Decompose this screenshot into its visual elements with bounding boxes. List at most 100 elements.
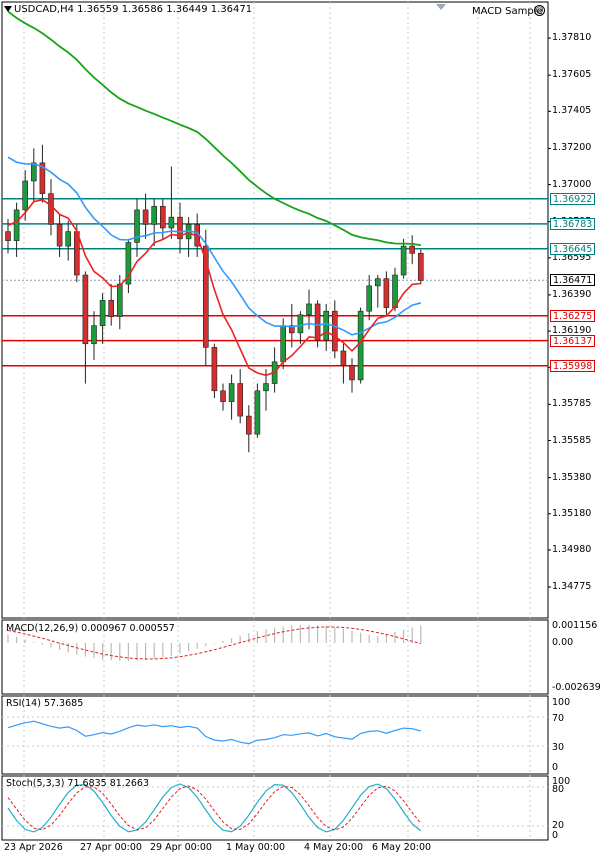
main-chart-frame	[1, 1, 549, 619]
dropdown-triangle-icon[interactable]	[4, 6, 12, 12]
resistance-line-tag: 1.36783	[550, 217, 595, 230]
macd-scale-label: 0.001156	[552, 620, 598, 631]
price-axis-label: 1.37200	[552, 142, 592, 154]
candle-body	[220, 390, 226, 402]
candle-body	[30, 162, 37, 182]
price-axis-label: 1.36190	[552, 325, 592, 337]
stoch-label: Stoch(5,3,3) 71.6835 81.2663	[6, 778, 150, 789]
candle-body	[13, 209, 20, 241]
close-value: 1.36471	[210, 4, 253, 15]
chart-header: USDCAD,H4 1.36559 1.36586 1.36449 1.3647…	[14, 4, 252, 15]
candle-body	[108, 300, 114, 317]
support-line-tag: 1.35998	[550, 359, 595, 372]
candle-body	[65, 231, 71, 247]
candle-body	[48, 193, 54, 225]
rsi-scale-label: 0	[552, 762, 559, 773]
macd-scale-label: 0.00	[552, 637, 574, 648]
stoch-scale-label: 0	[552, 830, 559, 841]
candle-body	[134, 209, 140, 243]
price-axis-label: 1.37810	[552, 32, 592, 44]
rsi-scale-label: 100	[552, 697, 571, 708]
price-axis-label: 1.37405	[552, 105, 592, 117]
candle-body	[160, 205, 166, 229]
candle-body	[177, 216, 183, 240]
price-axis-label: 1.35585	[552, 434, 592, 446]
candle-body	[254, 390, 261, 435]
candle-body	[125, 242, 132, 285]
candle-body	[323, 310, 330, 341]
candle-body	[91, 325, 97, 345]
candle-body	[203, 245, 209, 348]
candle-body	[417, 253, 424, 281]
candle-body	[314, 303, 321, 341]
candle-body	[357, 310, 364, 381]
macd-scale-label: -0.002639	[552, 682, 600, 693]
candle-body	[409, 245, 416, 254]
candle-body	[39, 162, 46, 194]
candle-body	[400, 245, 407, 276]
stoch-scale-label: 100	[552, 776, 571, 787]
expert-label: MACD Sample	[472, 6, 543, 17]
candle-body	[280, 325, 287, 363]
candle-body	[211, 347, 218, 392]
resistance-line-tag: 1.36645	[550, 242, 595, 255]
candle-body	[349, 365, 355, 381]
candle-body	[82, 274, 89, 345]
low-value: 1.36449	[166, 4, 208, 15]
sma-slow-line	[7, 10, 421, 246]
candle-body	[288, 325, 295, 334]
stoch-scale-label: 20	[552, 820, 565, 831]
corner-triangle-icon	[436, 4, 446, 10]
time-axis-label: 29 Apr 00:00	[150, 842, 212, 853]
macd-label: MACD(12,26,9) 0.000967 0.000557	[6, 623, 175, 634]
price-axis-label: 1.36595	[552, 251, 592, 263]
sma-mid-line	[7, 156, 422, 336]
open-value: 1.36559	[77, 4, 119, 15]
candle-body	[237, 383, 243, 417]
candle-body	[142, 209, 149, 225]
stoch-scale-label: 80	[552, 784, 565, 795]
price-axis-label: 1.35785	[552, 398, 592, 410]
stoch-main-line	[7, 783, 422, 833]
candle-body	[5, 231, 11, 241]
price-axis-label: 1.37605	[552, 69, 592, 81]
candle-body	[168, 216, 175, 229]
current-price-line-tag: 1.36471	[550, 274, 595, 287]
candle-body	[297, 314, 304, 334]
candle-body	[228, 383, 235, 402]
candle-body	[99, 300, 106, 326]
rsi-scale-label: 70	[552, 713, 565, 724]
candle-body	[374, 278, 381, 287]
time-axis-label: 27 Apr 00:00	[80, 842, 142, 853]
price-axis-label: 1.35180	[552, 507, 592, 519]
price-axis-label: 1.35380	[552, 471, 592, 483]
rsi-line	[7, 720, 421, 745]
price-axis-label: 1.37000	[552, 178, 592, 190]
price-axis-label: 1.34775	[552, 581, 592, 592]
smiley-icon[interactable]: ☺	[534, 5, 545, 16]
support-line-tag: 1.36137	[550, 334, 595, 347]
macd-frame	[1, 619, 549, 695]
candle-body	[56, 224, 63, 247]
stoch-frame	[1, 775, 549, 841]
macd-signal-line	[7, 626, 421, 660]
symbol-timeframe: USDCAD,H4	[14, 4, 74, 15]
price-axis-label: 1.36390	[552, 288, 592, 300]
high-value: 1.36586	[121, 4, 164, 15]
support-line-tag: 1.36275	[550, 309, 595, 322]
stoch-signal-line	[7, 785, 422, 831]
time-axis-label: 1 May 00:00	[226, 842, 286, 853]
sma-fast-line	[7, 199, 421, 377]
candle-body	[263, 383, 269, 392]
candle-body	[246, 415, 252, 435]
rsi-label: RSI(14) 57.3685	[6, 698, 84, 709]
candle-body	[22, 180, 29, 211]
time-axis-label: 6 May 20:00	[372, 842, 432, 853]
candle-body	[383, 278, 390, 308]
candle-body	[331, 310, 338, 352]
time-axis-label: 4 May 20:00	[304, 842, 364, 853]
time-axis-label: 23 Apr 2026	[4, 842, 63, 853]
candle-body	[366, 285, 373, 312]
candle-body	[117, 283, 123, 317]
